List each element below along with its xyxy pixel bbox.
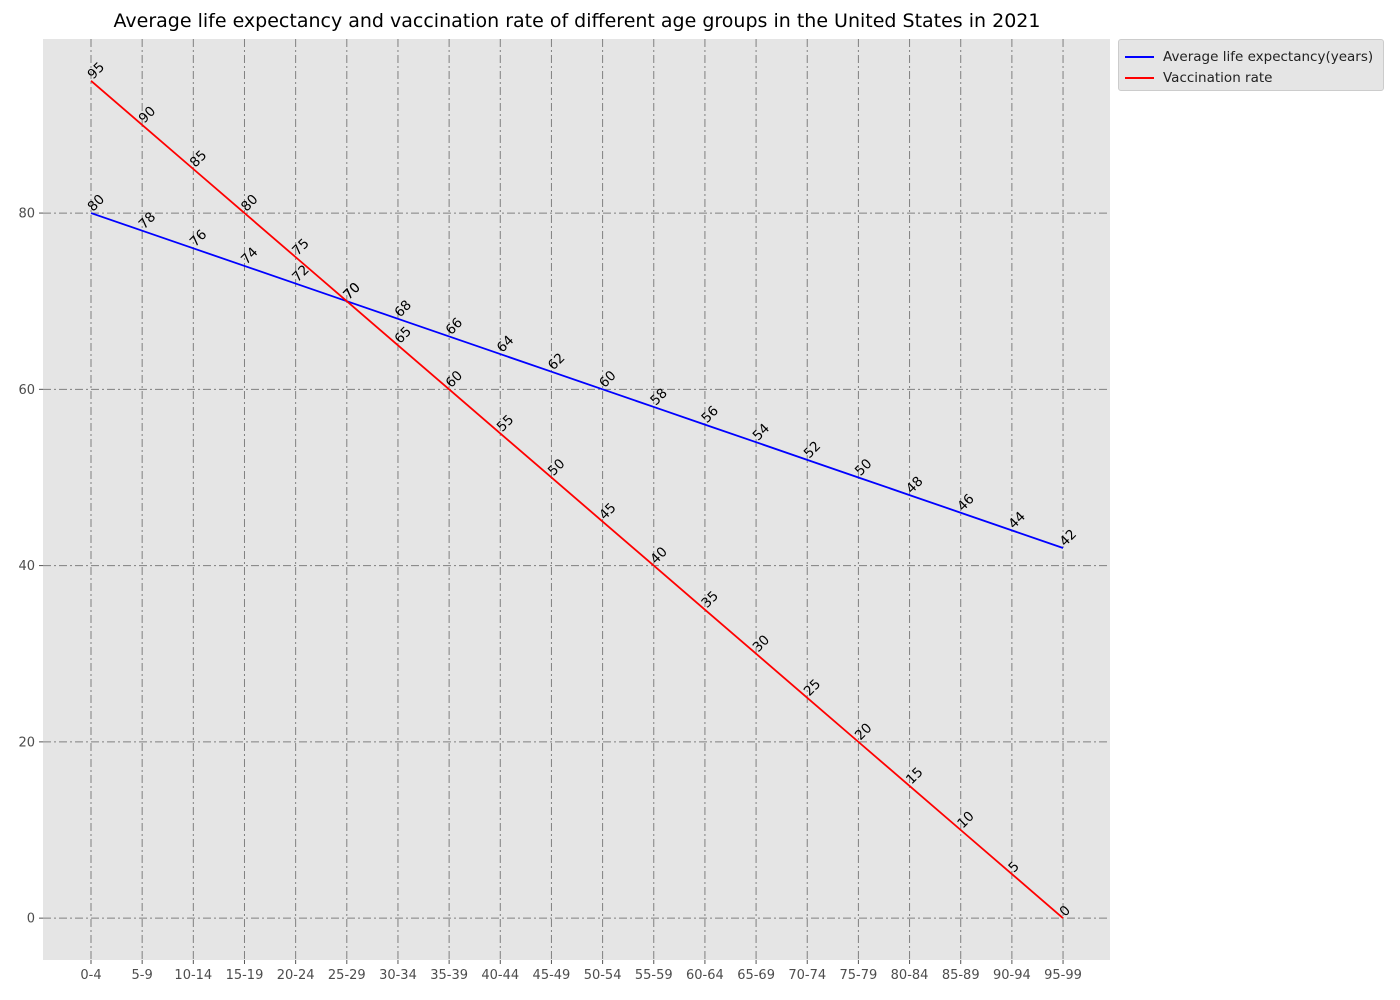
x-tick-label: 85-89 <box>942 968 980 983</box>
x-tick-label: 95-99 <box>1044 968 1082 983</box>
legend: Average life expectancy(years) Vaccinati… <box>1118 39 1384 91</box>
x-tick-label: 65-69 <box>737 968 775 983</box>
x-tick-label: 5-9 <box>132 968 153 983</box>
x-tick-label: 90-94 <box>993 968 1031 983</box>
series-vaccination-rate-line <box>90 80 1064 919</box>
x-tick-label: 30-34 <box>379 968 417 983</box>
x-tick-label: 55-59 <box>635 968 673 983</box>
x-tick-label: 15-19 <box>226 968 264 983</box>
legend-label: Average life expectancy(years) <box>1163 49 1374 65</box>
legend-label: Vaccination rate <box>1163 70 1273 86</box>
legend-swatch <box>1125 56 1154 58</box>
x-tick-label: 45-49 <box>533 968 571 983</box>
y-axis-ticks: 0 20 40 60 80 <box>18 207 43 927</box>
x-tick-label: 50-54 <box>584 968 622 983</box>
series-lines <box>90 80 1064 919</box>
x-tick-label: 25-29 <box>328 968 366 983</box>
x-tick-label: 40-44 <box>481 968 519 983</box>
x-tick-label: 10-14 <box>174 968 212 983</box>
x-tick-label: 0-4 <box>80 968 101 983</box>
x-tick-label: 70-74 <box>788 968 826 983</box>
series-life-expectancy-line <box>90 212 1064 549</box>
legend-item-vaccination-rate: Vaccination rate <box>1125 68 1272 88</box>
y-tick-label: 80 <box>18 207 35 222</box>
y-tick-label: 40 <box>18 559 35 574</box>
y-tick-label: 0 <box>27 912 35 927</box>
legend-item-life-expectancy: Average life expectancy(years) <box>1125 47 1373 67</box>
y-tick-label: 20 <box>18 735 35 750</box>
x-axis-ticks: 0-4 5-9 10-14 15-19 20-24 25-29 30-34 35-39 40-4… <box>80 960 1082 983</box>
chart-title: Average life expectancy and vaccination … <box>113 10 1041 32</box>
legend-swatch <box>1125 77 1154 79</box>
x-tick-label: 20-24 <box>277 968 315 983</box>
x-tick-label: 75-79 <box>840 968 878 983</box>
x-tick-label: 60-64 <box>686 968 724 983</box>
y-tick-label: 60 <box>18 383 35 398</box>
grid <box>43 39 1110 960</box>
x-tick-label: 35-39 <box>430 968 468 983</box>
x-tick-label: 80-84 <box>891 968 929 983</box>
